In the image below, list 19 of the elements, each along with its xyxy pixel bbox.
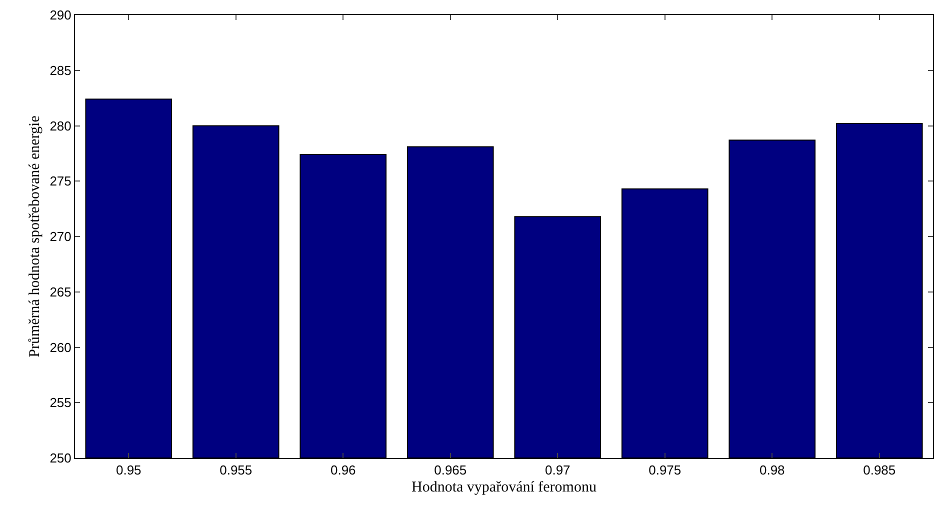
y-tick-label: 285: [50, 62, 72, 78]
y-tick-label: 275: [50, 174, 72, 189]
x-tick-label: 0.985: [863, 462, 896, 478]
y-tick-label: 280: [50, 118, 72, 134]
x-tick-label: 0.965: [434, 462, 467, 478]
x-tick-label: 0.98: [759, 462, 785, 478]
y-tick-label: 290: [50, 8, 72, 23]
x-tick-label: 0.95: [116, 462, 142, 478]
x-axis-title: Hodnota vypařování feromonu: [412, 480, 597, 496]
y-tick-label: 250: [50, 450, 72, 466]
y-axis-title: Průměrná hodnota spotřebované energie: [26, 115, 43, 358]
x-tick-label: 0.975: [648, 462, 682, 478]
y-tick-label: 260: [50, 340, 72, 355]
x-tick-label: 0.96: [330, 462, 356, 478]
x-tick-label: 0.97: [544, 462, 570, 478]
x-tick-label: 0.955: [220, 462, 252, 478]
y-tick-label: 265: [50, 284, 72, 300]
y-tick-label: 255: [50, 395, 72, 410]
y-tick-label: 270: [50, 229, 72, 244]
